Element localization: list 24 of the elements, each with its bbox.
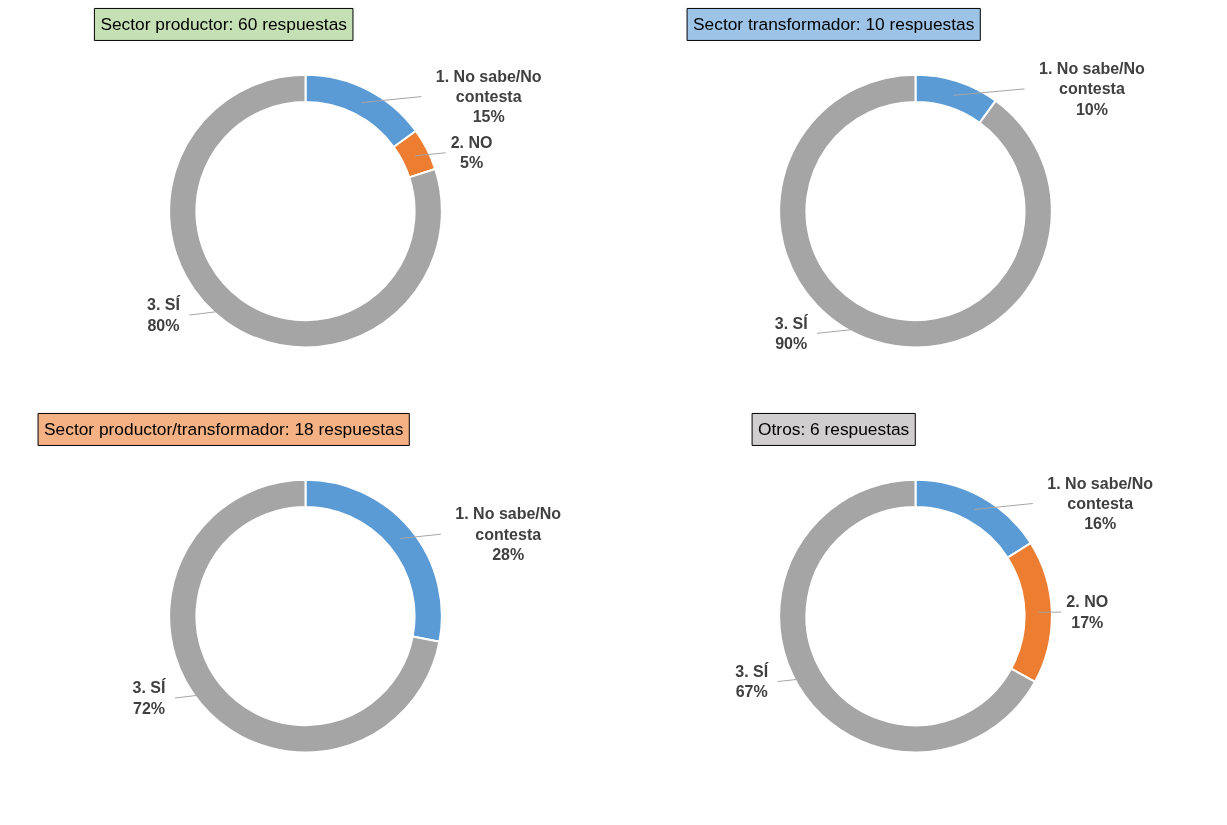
data-label: 72%	[132, 699, 166, 717]
slice-label: 2. NO	[450, 134, 493, 152]
chart-title: Sector transformador: 10 respuestas	[693, 14, 975, 35]
data-label: 16%	[1084, 515, 1117, 533]
chart-title: Sector productor/transformador: 18 respuestas	[44, 419, 404, 440]
data-label: 67%	[735, 683, 768, 701]
slice-label: 2. NO	[1066, 593, 1109, 611]
slice-label: 1. No sabe/No contesta	[1047, 474, 1154, 512]
chart-title: Otros: 6 respuestas	[758, 419, 910, 440]
data-label: 80%	[147, 316, 180, 334]
slice-label: 1. No sabe/No contesta	[1039, 60, 1146, 98]
slice-label: 3. SÍ	[132, 678, 167, 697]
slice-label: 1. No sabe/No contesta	[435, 67, 542, 106]
legend-label: 3. SÍ	[735, 661, 769, 680]
slice-label: 3. SÍ	[774, 313, 809, 332]
data-label: 90%	[775, 334, 808, 352]
data-label: 17%	[1071, 613, 1104, 631]
data-label: 10%	[1075, 100, 1108, 118]
slice-label: 1. No sabe/No contesta	[455, 505, 562, 543]
data-label: 28%	[492, 545, 525, 563]
slice-label: 3. SÍ	[146, 295, 181, 314]
chart-title: Sector productor: 60 respuestas	[100, 14, 348, 35]
data-label: 15%	[472, 108, 505, 126]
data-label: 5%	[460, 154, 484, 172]
